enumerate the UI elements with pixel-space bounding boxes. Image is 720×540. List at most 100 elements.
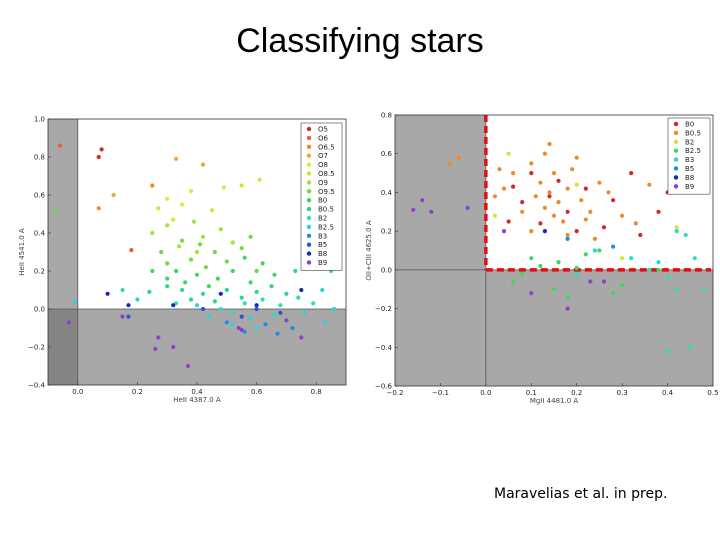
data-point [248, 316, 253, 321]
data-point [200, 162, 206, 167]
data-point [224, 320, 229, 325]
data-point [565, 186, 570, 191]
data-point [638, 232, 643, 238]
y-tick-label: −0.4 [375, 344, 393, 352]
data-point [203, 265, 208, 270]
data-point [320, 287, 325, 293]
data-point [574, 271, 579, 276]
data-point [556, 178, 561, 183]
data-point [579, 198, 584, 203]
data-point [224, 259, 229, 264]
y-tick-label: 0.8 [381, 112, 392, 120]
series-B3 [224, 320, 295, 336]
legend-entry-label: B2 [685, 138, 694, 146]
data-point [284, 291, 289, 296]
legend-entry-label: O6.5 [318, 143, 335, 151]
y-tick-label: −0.2 [28, 344, 45, 352]
y-tick-label: 0.2 [381, 228, 392, 236]
y-tick-label: 0.2 [34, 268, 45, 276]
data-point [293, 268, 298, 274]
data-point [200, 234, 206, 239]
x-axis-label: HeII 4387.0 A [173, 396, 221, 404]
legend-entry-label: B5 [318, 241, 327, 249]
y-tick-label: −0.2 [375, 305, 392, 313]
data-point [156, 335, 161, 340]
data-point [551, 287, 557, 292]
series-O8 [165, 185, 226, 207]
data-point [547, 194, 552, 199]
legend-marker [306, 233, 312, 238]
data-point [656, 267, 661, 272]
legend-entry-label: B5 [685, 165, 694, 173]
data-point [194, 272, 200, 277]
legend-entry-label: O9 [318, 179, 328, 187]
data-point [547, 190, 552, 195]
data-point [497, 167, 502, 172]
series-B8 [542, 229, 548, 234]
data-point [551, 213, 557, 218]
data-point [272, 312, 277, 317]
series-B9 [66, 314, 304, 369]
data-point [542, 151, 548, 156]
data-point [174, 156, 179, 161]
legend-marker [306, 242, 312, 247]
data-point [254, 303, 259, 308]
legend: O5O6O6.5O7O8O8.5O9O9.5B0B0.5B2B2.5B3B5B8… [300, 122, 343, 271]
slide-title: Classifying stars [236, 22, 484, 60]
data-point [230, 310, 235, 315]
data-point [620, 256, 625, 261]
shaded-region-overlap [48, 309, 78, 385]
data-point [583, 217, 588, 222]
data-point [565, 294, 570, 300]
data-point [150, 183, 155, 188]
data-point [701, 287, 707, 292]
series-B2 [492, 151, 679, 261]
data-point [177, 244, 182, 249]
data-point [611, 291, 616, 296]
data-point [520, 209, 525, 214]
data-point [574, 182, 579, 187]
legend-entry-label: B9 [318, 259, 327, 267]
data-point [290, 325, 295, 331]
data-point [239, 295, 244, 300]
legend-entry-label: O6 [318, 134, 329, 142]
x-tick-label: −0.1 [432, 389, 449, 397]
data-point [561, 219, 566, 224]
data-point [411, 207, 416, 212]
x-tick-label: 0.6 [251, 388, 263, 396]
data-point [538, 221, 543, 226]
data-point [156, 206, 161, 211]
data-point [257, 177, 262, 182]
data-point [311, 301, 316, 306]
data-point [284, 318, 289, 323]
data-point [212, 249, 217, 255]
data-point [692, 256, 697, 261]
data-point [153, 346, 158, 351]
legend-marker [306, 180, 312, 185]
y-tick-label: 1.0 [34, 116, 45, 124]
x-tick-label: 0.8 [311, 388, 322, 396]
data-point [688, 345, 693, 350]
data-point [171, 344, 176, 350]
legend-marker [306, 126, 312, 132]
data-point [126, 314, 131, 319]
data-point [99, 147, 104, 152]
data-point [542, 205, 548, 210]
data-point [299, 335, 304, 340]
data-point [96, 154, 101, 160]
data-point [565, 232, 570, 238]
data-point [239, 314, 244, 319]
data-point [529, 229, 534, 234]
data-point [165, 223, 170, 228]
x-tick-label: 0.1 [526, 389, 537, 397]
data-point [520, 200, 525, 205]
legend-entry-label: B3 [318, 232, 327, 240]
data-point [242, 329, 247, 334]
series-B5 [126, 306, 283, 319]
data-point [529, 256, 534, 261]
legend-marker [306, 189, 312, 194]
data-point [272, 272, 277, 277]
data-point [611, 198, 616, 203]
data-point [120, 287, 125, 293]
series-B0.5 [147, 268, 298, 304]
